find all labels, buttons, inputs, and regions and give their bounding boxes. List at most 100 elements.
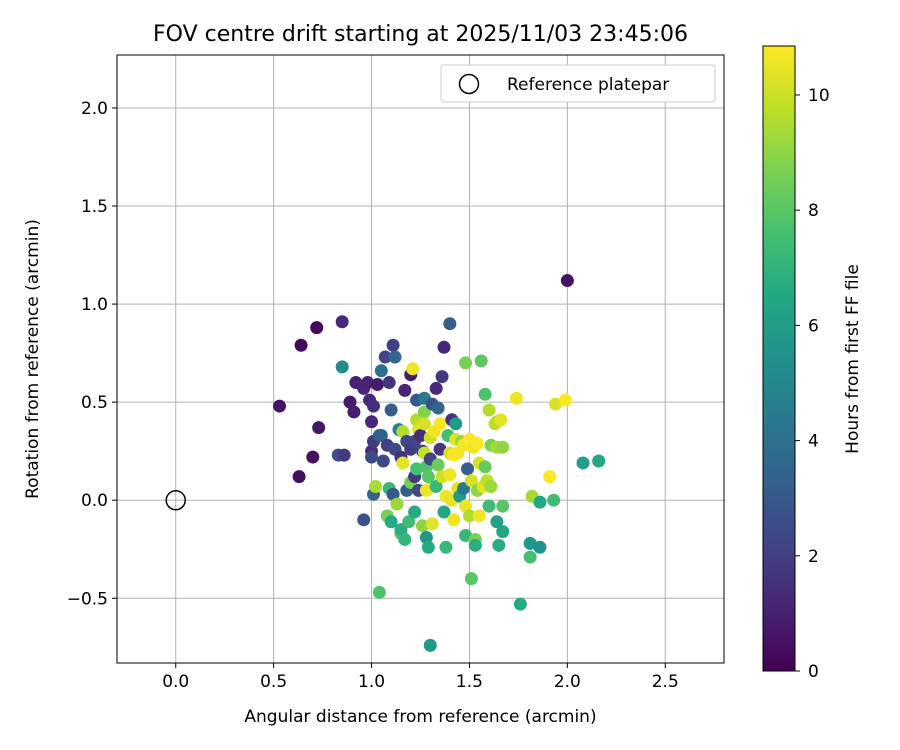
data-point — [423, 638, 437, 652]
data-point — [294, 338, 308, 352]
legend: Reference platepar — [440, 64, 716, 103]
data-point — [415, 519, 429, 533]
data-point — [523, 536, 537, 550]
x-tick-label: 0.0 — [162, 672, 189, 692]
data-point — [472, 509, 486, 523]
data-point — [372, 585, 386, 599]
data-point — [410, 462, 424, 476]
data-point — [429, 381, 443, 395]
plot-area — [117, 55, 724, 663]
data-point — [310, 321, 324, 335]
data-point — [431, 401, 445, 415]
colorbar-tick-label: 8 — [808, 201, 819, 221]
data-point — [435, 370, 449, 384]
data-point — [433, 417, 447, 431]
colorbar-label: Hours from first FF file — [843, 264, 863, 454]
colorbar-tick-label: 0 — [808, 662, 819, 682]
data-point — [386, 487, 400, 501]
y-tick-label: 0.5 — [81, 393, 108, 413]
data-point — [459, 356, 473, 370]
data-point — [357, 513, 371, 527]
legend-marker — [458, 73, 480, 95]
x-tick-label: 0.5 — [260, 672, 287, 692]
data-points — [273, 274, 606, 652]
data-point — [384, 403, 398, 417]
colorbar-tick-label: 6 — [808, 316, 819, 336]
data-point — [459, 529, 473, 543]
y-tick-label: 1.5 — [81, 197, 108, 217]
data-point — [533, 540, 547, 554]
y-axis-ticks: −0.5 0.0 0.5 1.0 1.5 2.0 — [67, 99, 117, 609]
data-point — [337, 448, 351, 462]
data-point — [447, 513, 461, 527]
colorbar-tick-label: 4 — [808, 432, 819, 452]
data-point — [484, 479, 498, 493]
data-point — [490, 515, 504, 529]
data-point — [312, 421, 326, 435]
x-tick-label: 2.0 — [554, 672, 581, 692]
data-point — [547, 493, 561, 507]
data-point — [494, 413, 508, 427]
data-point — [370, 377, 384, 391]
data-point — [543, 470, 557, 484]
data-point — [374, 364, 388, 378]
x-tick-label: 1.0 — [358, 672, 385, 692]
data-point — [384, 515, 398, 529]
data-point — [386, 338, 400, 352]
y-axis-label: Rotation from reference (arcmin) — [23, 219, 43, 499]
data-point — [396, 456, 410, 470]
data-point — [419, 530, 433, 544]
colorbar — [762, 45, 796, 672]
data-point — [414, 428, 427, 442]
data-point — [443, 468, 457, 482]
data-point — [433, 442, 447, 456]
colorbar-tick-label: 2 — [808, 547, 819, 567]
y-tick-label: −0.5 — [67, 589, 108, 609]
data-point — [419, 483, 433, 497]
legend-label: Reference platepar — [507, 75, 669, 95]
data-point — [492, 538, 506, 552]
data-point — [406, 362, 420, 376]
data-point — [374, 428, 388, 442]
data-point — [462, 509, 476, 523]
colorbar-ticks: 0 2 4 6 8 10 — [795, 86, 830, 682]
data-point — [496, 499, 510, 513]
y-tick-label: 2.0 — [81, 99, 108, 119]
x-axis-label: Angular distance from reference (arcmin) — [244, 707, 596, 727]
data-point — [437, 340, 451, 354]
data-point — [509, 391, 523, 405]
data-point — [560, 274, 574, 288]
data-point — [335, 360, 349, 374]
data-point — [513, 597, 527, 611]
data-point — [478, 387, 492, 401]
x-tick-label: 2.5 — [652, 672, 679, 692]
data-point — [390, 497, 404, 511]
data-point — [417, 417, 431, 431]
data-point — [443, 317, 457, 331]
data-point — [376, 454, 390, 468]
data-point — [431, 458, 445, 472]
data-point — [382, 376, 396, 390]
legend-box — [440, 64, 716, 103]
data-point — [347, 405, 361, 419]
data-point — [398, 383, 412, 397]
data-point — [365, 450, 379, 464]
data-point — [449, 417, 463, 431]
y-tick-label: 0.0 — [81, 491, 108, 511]
data-point — [306, 450, 320, 464]
data-point — [482, 499, 496, 513]
data-point — [576, 456, 590, 470]
data-point — [533, 495, 547, 509]
data-point — [425, 517, 439, 531]
data-point — [464, 474, 478, 488]
data-point — [368, 479, 382, 493]
data-point — [421, 540, 435, 554]
data-point — [549, 397, 563, 411]
data-point — [361, 376, 375, 390]
data-point — [439, 540, 453, 554]
data-point — [408, 505, 422, 519]
data-point — [396, 425, 410, 439]
data-point — [335, 315, 349, 329]
data-point — [496, 525, 510, 539]
